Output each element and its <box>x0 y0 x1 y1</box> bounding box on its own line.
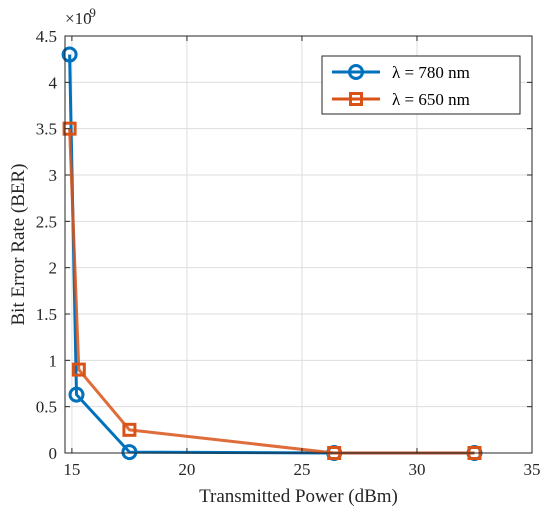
data-point <box>122 422 137 437</box>
x-tick-label: 15 <box>63 460 80 479</box>
legend-entry: λ = 650 nm <box>332 90 470 109</box>
x-tick-label: 30 <box>408 460 425 479</box>
y-axis-label: Bit Error Rate (BER) <box>8 164 29 326</box>
x-tick-label: 35 <box>524 460 541 479</box>
y-tick-label: 1 <box>49 351 58 370</box>
data-point <box>61 46 78 63</box>
x-tick-label: 25 <box>293 460 310 479</box>
plot-area-frame <box>64 35 533 454</box>
y-tick-label: 4 <box>49 73 58 92</box>
legend-label: λ = 650 nm <box>392 90 470 109</box>
axis-ticks: 15 20 25 30 35 0 0.5 1 1.5 2 2.5 3 3.5 4 4.5 <box>36 27 541 479</box>
legend: λ = 780 nm λ = 650 nm <box>321 55 521 115</box>
legend-swatch-marker <box>349 92 363 106</box>
y-tick-label: 2 <box>49 259 58 278</box>
legend-swatch-marker <box>348 64 364 80</box>
data-point <box>71 362 86 377</box>
y-tick-label: 0 <box>49 444 58 463</box>
y-tick-label: 3 <box>49 166 58 185</box>
y-axis-exponent-power: -9 <box>85 5 96 20</box>
legend-entry: λ = 780 nm <box>332 63 470 82</box>
x-axis-label: Transmitted Power (dBm) <box>199 486 398 507</box>
series-2 <box>62 121 482 460</box>
y-tick-label: 3.5 <box>36 120 57 139</box>
legend-label: λ = 780 nm <box>392 63 470 82</box>
y-tick-label: 1.5 <box>36 305 57 324</box>
y-tick-label: 2.5 <box>36 212 57 231</box>
series-line <box>68 128 475 455</box>
y-tick-label: 4.5 <box>36 27 57 46</box>
data-point <box>121 444 138 461</box>
y-tick-label: 0.5 <box>36 398 57 417</box>
data-point <box>62 121 77 136</box>
x-tick-label: 20 <box>178 460 195 479</box>
y-axis-exponent-base: ×10 <box>65 9 92 28</box>
data-point <box>68 386 85 403</box>
